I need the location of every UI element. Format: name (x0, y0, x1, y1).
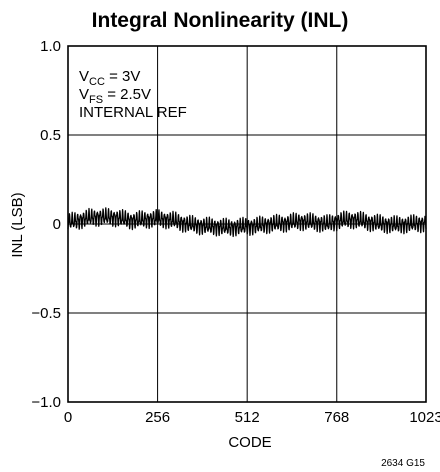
x-tick-label: 768 (324, 409, 349, 426)
x-tick-label: 0 (64, 409, 72, 426)
x-tick-label: 512 (235, 409, 260, 426)
y-tick-label: 0 (53, 216, 61, 233)
chart-title: Integral Nonlinearity (INL) (92, 9, 349, 32)
inl-series (67, 207, 427, 238)
vcc-condition: VCC = 3V (79, 68, 140, 88)
y-tick-label: 0.5 (40, 127, 61, 144)
y-axis-label: INL (LSB) (9, 192, 26, 257)
y-tick-label: 1.0 (40, 38, 61, 55)
reference-condition: INTERNAL REF (79, 104, 187, 121)
x-tick-label: 256 (145, 409, 170, 426)
vfs-condition: VFS = 2.5V (79, 86, 151, 106)
conditions-annotation: VCC = 3V VFS = 2.5V INTERNAL REF (79, 68, 187, 121)
x-axis-label: CODE (228, 434, 271, 451)
y-tick-label: −0.5 (31, 305, 61, 322)
inl-line (67, 207, 427, 238)
y-tick-label: −1.0 (31, 394, 61, 411)
x-tick-label: 1023 (409, 409, 440, 426)
x-tick-labels: 0 256 512 768 1023 (64, 409, 440, 426)
y-tick-labels: 1.0 0.5 0 −0.5 −1.0 (31, 38, 61, 411)
figure-id: 2634 G15 (381, 458, 425, 469)
